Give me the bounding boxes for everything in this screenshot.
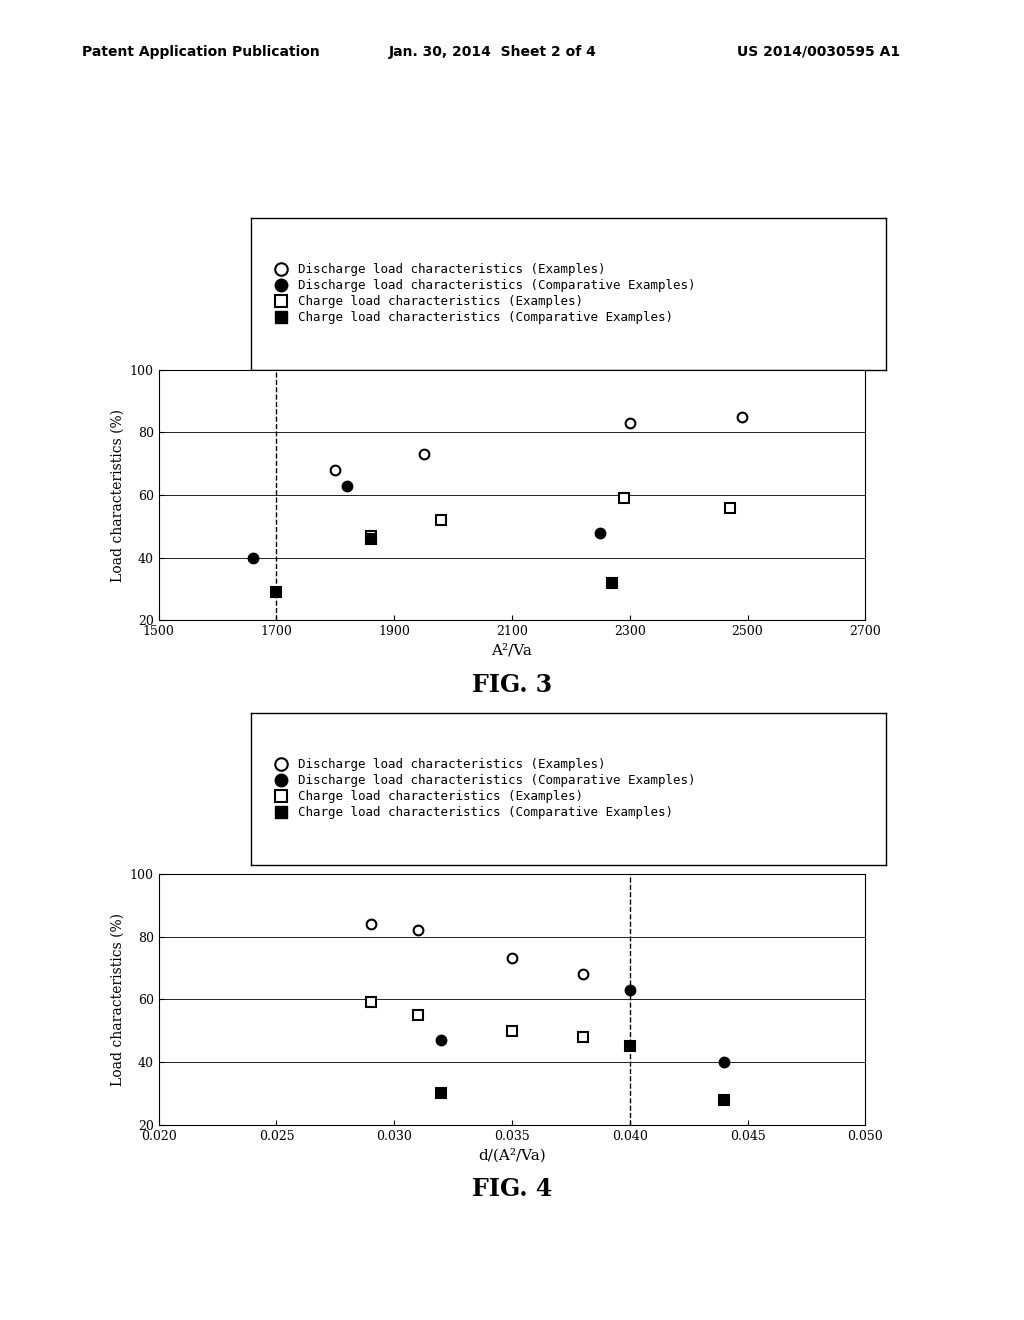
Text: Patent Application Publication: Patent Application Publication [82, 45, 319, 59]
Text: US 2014/0030595 A1: US 2014/0030595 A1 [737, 45, 900, 59]
X-axis label: A²/Va: A²/Va [492, 644, 532, 657]
Text: Jan. 30, 2014  Sheet 2 of 4: Jan. 30, 2014 Sheet 2 of 4 [389, 45, 597, 59]
Y-axis label: Load characteristics (%): Load characteristics (%) [111, 912, 124, 1086]
X-axis label: d/(A²/Va): d/(A²/Va) [478, 1148, 546, 1163]
Legend: Discharge load characteristics (Examples), Discharge load characteristics (Compa: Discharge load characteristics (Examples… [263, 257, 701, 330]
Text: FIG. 3: FIG. 3 [472, 673, 552, 697]
Y-axis label: Load characteristics (%): Load characteristics (%) [111, 408, 124, 582]
Text: FIG. 4: FIG. 4 [472, 1177, 552, 1201]
Legend: Discharge load characteristics (Examples), Discharge load characteristics (Compa: Discharge load characteristics (Examples… [263, 752, 701, 825]
